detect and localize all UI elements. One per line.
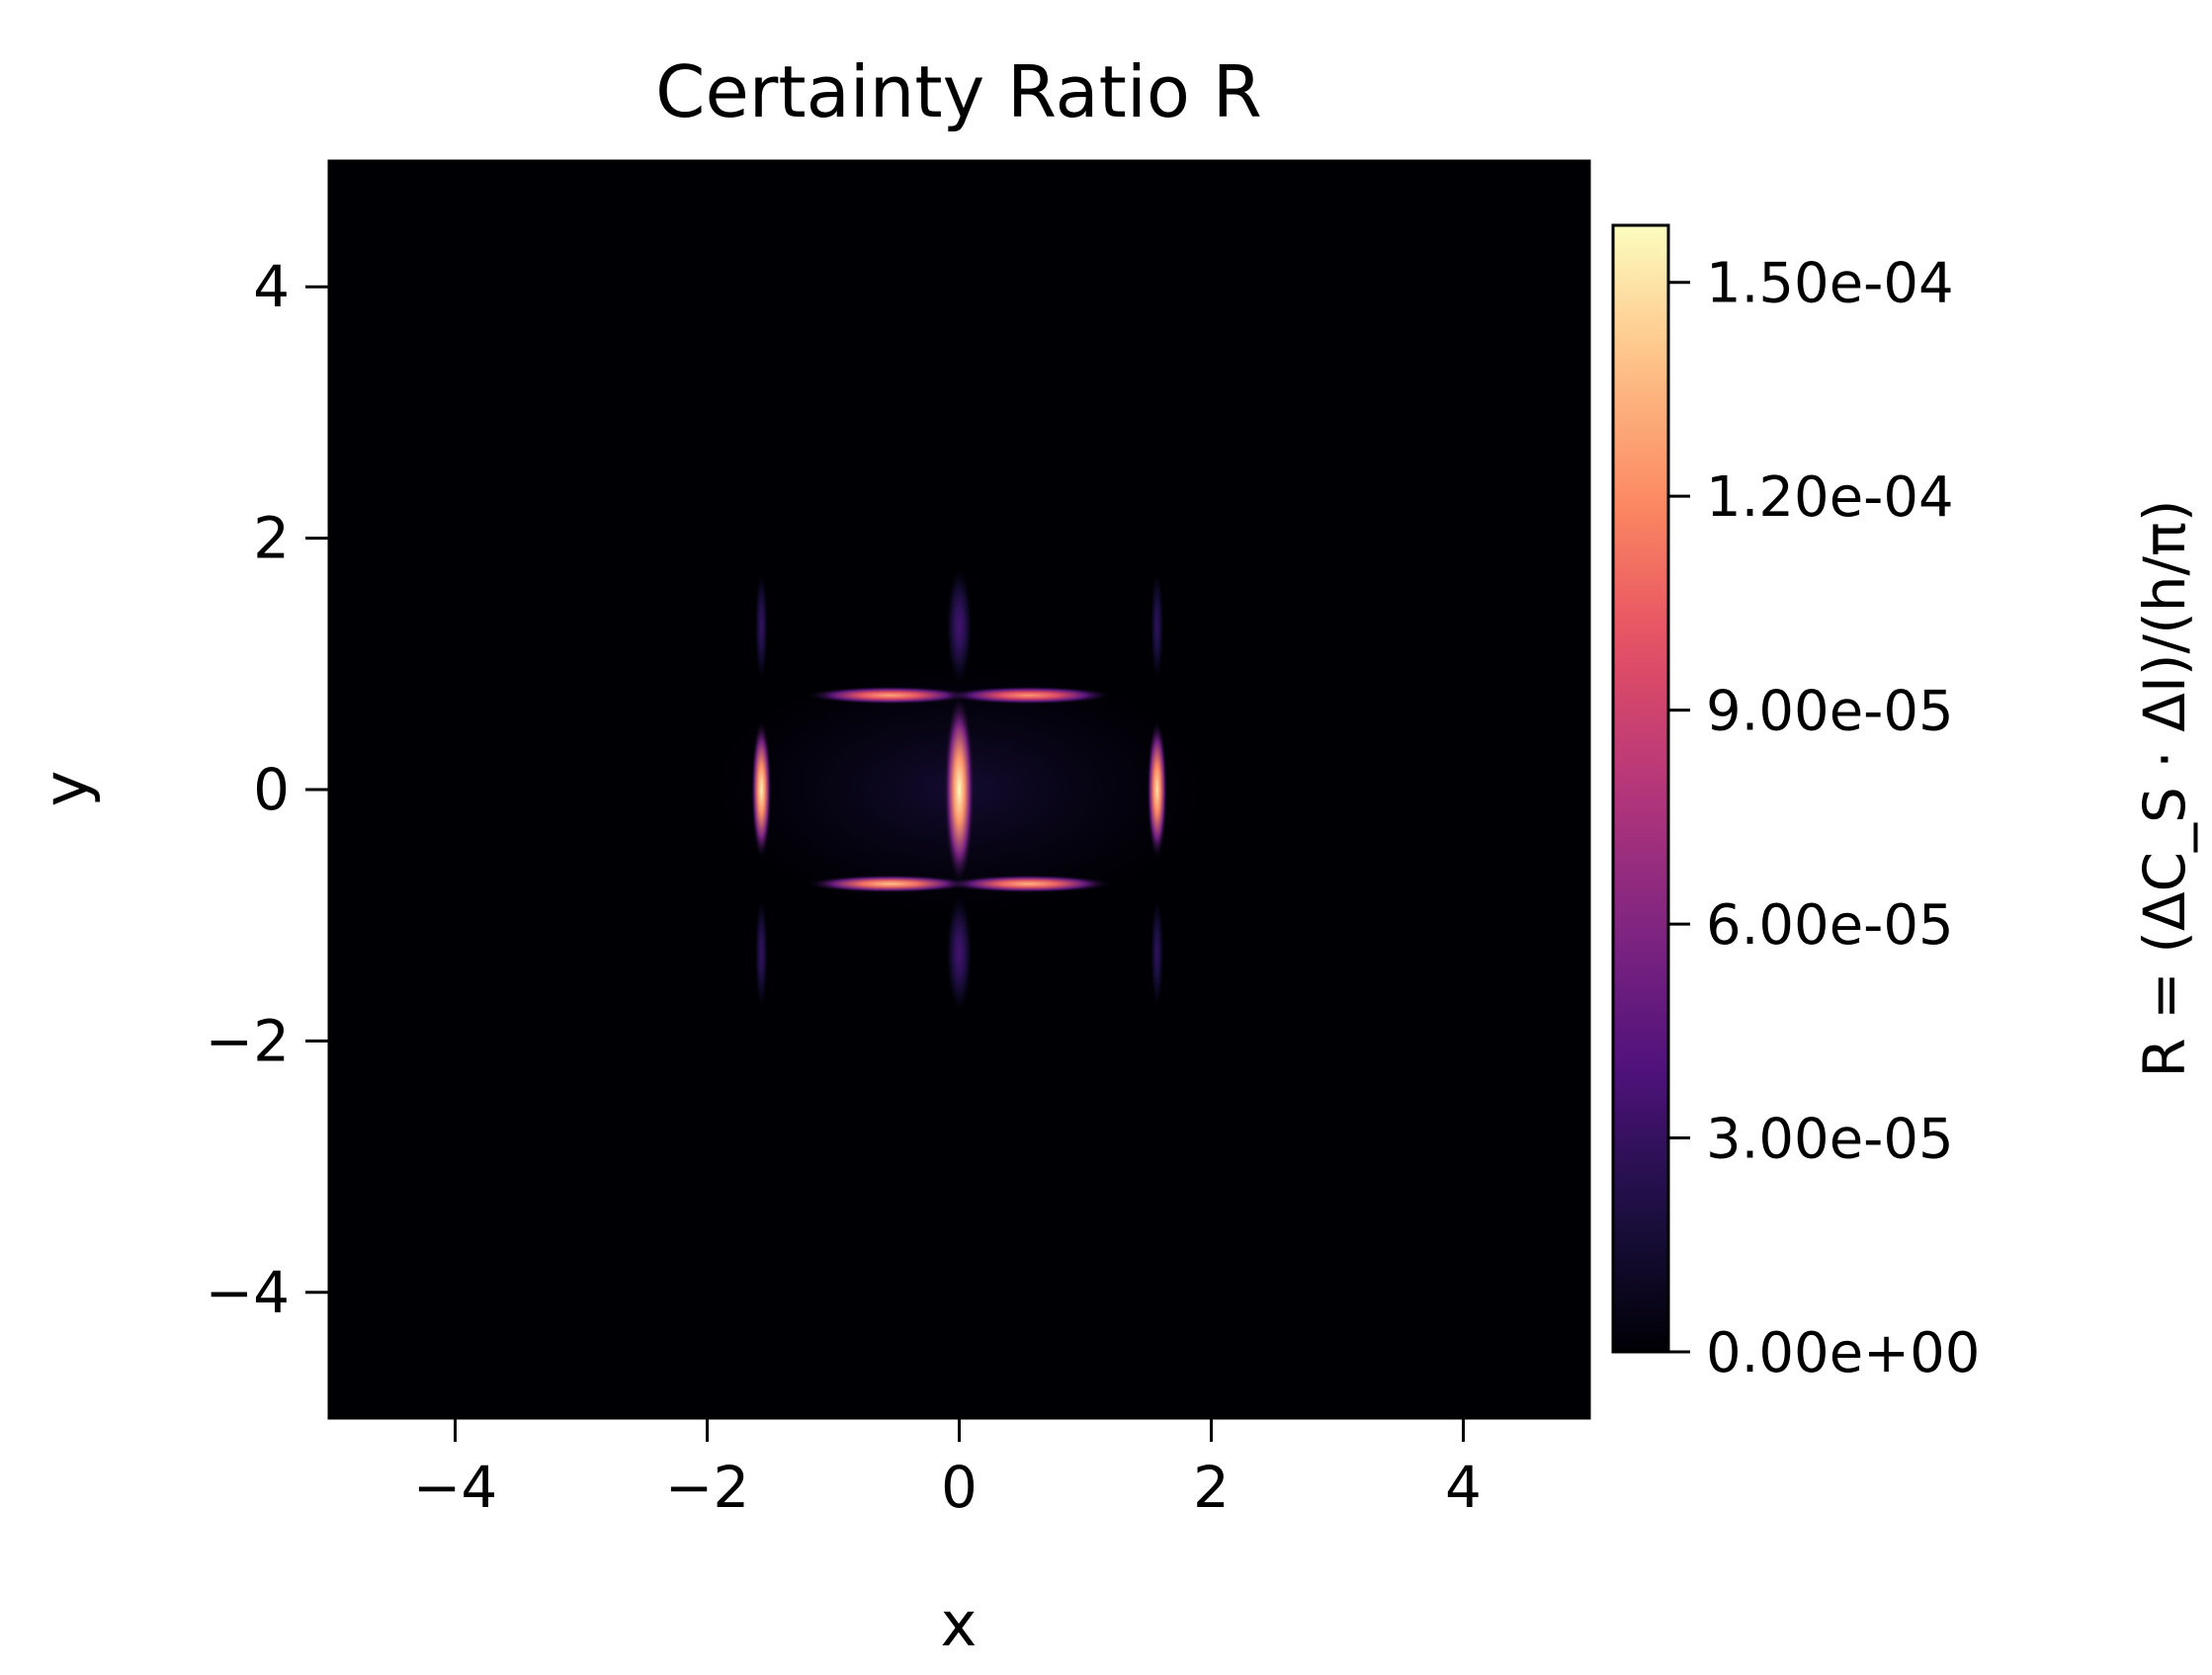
left-upper-faint-lobe xyxy=(754,573,768,680)
x-axis-label: x xyxy=(941,1588,978,1660)
right-lower-faint-lobe xyxy=(1150,899,1164,1006)
right-vertical-lobe xyxy=(1147,720,1167,859)
colorbar-label: R = (ΔC_S · ΔI)/(h/π) xyxy=(2131,499,2198,1077)
y-tick-label: −2 xyxy=(206,1007,291,1074)
colorbar: 0.00e+00 3.00e-05 6.00e-05 9.00e-05 1.20e-04… xyxy=(1611,223,1980,1385)
colorbar-tick-label: 1.20e-04 xyxy=(1706,465,1954,530)
y-tick-label: −4 xyxy=(206,1259,291,1326)
y-tick-label: 2 xyxy=(253,505,290,572)
right-upper-faint-lobe xyxy=(1150,573,1164,680)
colorbar-tick-label: 1.50e-04 xyxy=(1706,252,1954,316)
colorbar-tick-label: 3.00e-05 xyxy=(1706,1108,1954,1172)
left-vertical-lobe xyxy=(751,720,772,859)
colorbar-gradient xyxy=(1611,223,1670,1354)
heatmap-area xyxy=(329,161,1589,1418)
x-tick-label: −4 xyxy=(413,1454,498,1521)
colorbar-tick-label: 0.00e+00 xyxy=(1706,1321,1980,1385)
center-upper-faint-lobe xyxy=(946,569,973,683)
lower-right-horizontal-lobe xyxy=(946,875,1111,893)
left-lower-faint-lobe xyxy=(754,899,768,1006)
x-tick-label: 4 xyxy=(1445,1454,1482,1521)
y-axis-label: y xyxy=(30,771,102,807)
y-tick-label: 0 xyxy=(253,756,290,823)
upper-left-horizontal-lobe xyxy=(808,686,973,705)
axes: −4 −2 0 2 4 −4 −2 0 2 4 xyxy=(206,159,1591,1521)
lower-left-horizontal-lobe xyxy=(808,875,973,893)
colorbar-tick-label: 6.00e-05 xyxy=(1706,893,1954,958)
y-tick-label: 4 xyxy=(253,253,290,320)
colorbar-tick-label: 9.00e-05 xyxy=(1706,680,1954,744)
x-tick-label: 0 xyxy=(941,1454,978,1521)
x-tick-label: 2 xyxy=(1193,1454,1230,1521)
upper-right-horizontal-lobe xyxy=(946,686,1111,705)
x-tick-label: −2 xyxy=(665,1454,750,1521)
center-lower-faint-lobe xyxy=(946,896,973,1010)
chart-title: Certainty Ratio R xyxy=(655,50,1262,133)
center-vertical-lobe xyxy=(944,695,975,884)
